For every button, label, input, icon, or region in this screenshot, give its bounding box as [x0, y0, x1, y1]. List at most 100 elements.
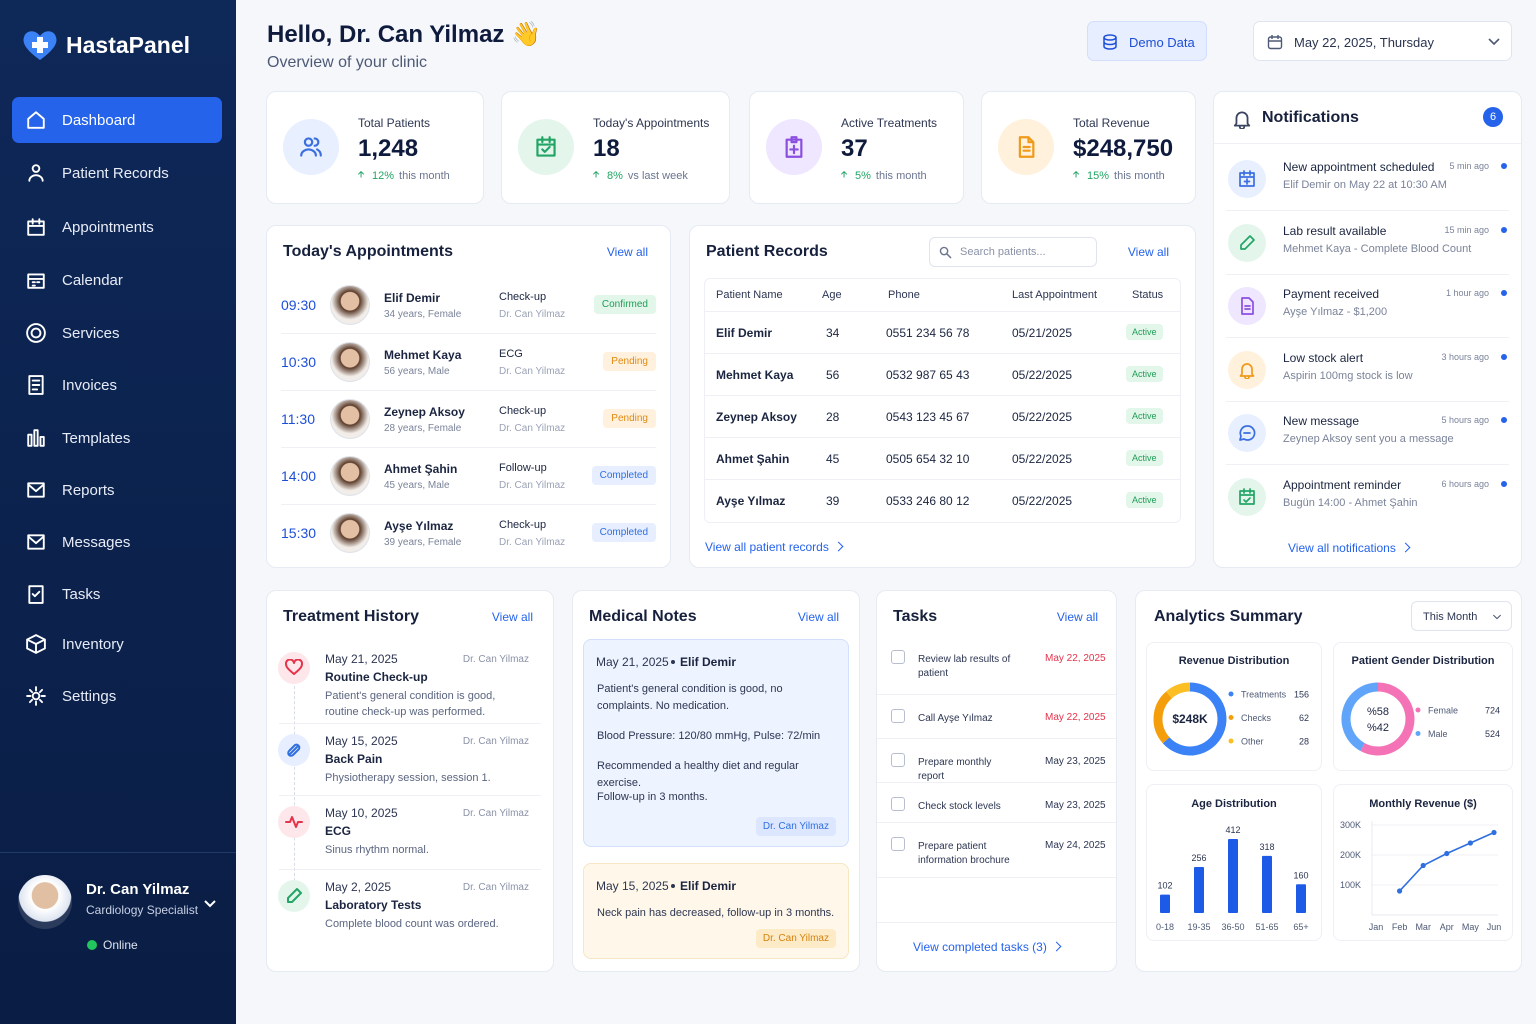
table-cell: 28: [826, 410, 840, 424]
appointment-time: 14:00: [281, 468, 317, 484]
card-title: Treatment History: [283, 608, 420, 625]
notification[interactable]: Low stock alert Aspirin 100mg stock is lo…: [1226, 339, 1509, 402]
note-patient: Elif Demir: [680, 879, 737, 893]
icon: [287, 743, 301, 757]
footer-link[interactable]: View completed tasks (3): [913, 940, 1060, 954]
appointment-row: 15:30 Ayşe Yılmaz 39 years, Female Check-up…: [281, 505, 656, 562]
demo-button[interactable]: Demo Data: [1087, 21, 1207, 61]
analytics-card: Analytics Summary This Month Revenue Distr…: [1135, 590, 1522, 972]
icon-shape: [28, 585, 44, 604]
icon-shape: [1241, 297, 1254, 315]
view-all[interactable]: View all: [1127, 245, 1169, 259]
bar: [1160, 894, 1170, 913]
icon: [27, 218, 45, 236]
checkbox[interactable]: [891, 797, 905, 811]
footer-link[interactable]: View all notifications: [1288, 541, 1409, 555]
task[interactable]: Check stock levels May 23, 2025: [877, 783, 1116, 823]
nav-item[interactable]: Patient Records: [12, 150, 222, 196]
task[interactable]: Call Ayşe Yılmaz May 22, 2025: [877, 695, 1116, 739]
notification[interactable]: New appointment scheduled Elif Demir on M…: [1226, 148, 1509, 211]
icon: [28, 164, 44, 182]
view-all[interactable]: View all: [1056, 610, 1098, 624]
notification-time: 3 hours ago: [1441, 351, 1489, 362]
divider: [279, 795, 541, 796]
task[interactable]: Prepare monthly report May 23, 2025: [877, 739, 1116, 783]
table-row: Mehmet Kaya 56 0532 987 65 43 05/22/2025 Act…: [705, 353, 1180, 395]
task-due: May 22, 2025: [1045, 653, 1106, 664]
divider: [279, 869, 541, 870]
appointment-type: Follow-up: [499, 462, 547, 474]
checkbox[interactable]: [891, 837, 905, 851]
status-badge: Pending: [603, 352, 656, 371]
icon-shape: [28, 164, 44, 182]
treatment-title: Back Pain: [325, 752, 383, 766]
notification[interactable]: Payment received Ayşe Yılmaz - $1,200 1 ho…: [1226, 275, 1509, 338]
icon: [300, 137, 322, 157]
view-all[interactable]: View all: [606, 245, 648, 259]
task-due: May 22, 2025: [1045, 712, 1106, 723]
icon-shape: [1018, 136, 1035, 158]
task[interactable]: Prepare patient information brochure May …: [877, 823, 1116, 878]
column-header: Patient Name: [716, 289, 783, 301]
bar-value-label: 412: [1225, 825, 1240, 835]
treatment-date: May 10, 2025: [325, 806, 398, 820]
chart: 102 0-18 256 19-35 412 36-50 318 51-65 160 65+: [1156, 825, 1309, 932]
doctor: Dr. Can Yilmaz: [499, 423, 566, 434]
task-due: May 23, 2025: [1045, 800, 1106, 811]
icon: [536, 136, 556, 157]
bar: [1228, 839, 1238, 913]
notification-icon: [1228, 350, 1266, 389]
appointment-type: Check-up: [499, 291, 547, 303]
icon: [27, 534, 45, 550]
nav-item[interactable]: Dashboard: [12, 97, 222, 143]
card-title: Analytics Summary: [1154, 608, 1303, 625]
notification[interactable]: New message Zeynep Aksoy sent you a messa…: [1226, 402, 1509, 465]
chart-title: Patient Gender Distribution: [1351, 655, 1495, 667]
period-select[interactable]: This Month: [1411, 601, 1512, 631]
notifications-card: Notifications 6 New appointment scheduled E…: [1213, 91, 1522, 568]
notification[interactable]: Lab result available Mehmet Kaya - Comple…: [1226, 212, 1509, 275]
change-period: this month: [399, 170, 450, 182]
card-title: Notifications: [1262, 109, 1359, 126]
x-tick-label: Jun: [1487, 922, 1502, 932]
table-cell: 05/21/2025: [1012, 326, 1073, 340]
change-value: 12%: [372, 170, 395, 182]
nav-item[interactable]: Services: [12, 310, 222, 356]
icon-shape: [1493, 614, 1501, 620]
notification-title: Appointment reminder: [1283, 477, 1402, 492]
view-all[interactable]: View all: [797, 610, 839, 624]
user-panel[interactable]: Dr. Can Yilmaz Cardiology Specialist Onl…: [0, 852, 236, 1024]
view-all[interactable]: View all: [491, 610, 533, 624]
nav-item[interactable]: Invoices: [12, 362, 222, 408]
treatment-icon: [278, 880, 310, 912]
date-select[interactable]: May 22, 2025, Thursday: [1253, 21, 1512, 61]
checkbox[interactable]: [891, 650, 905, 664]
nav-item[interactable]: Templates: [12, 415, 222, 461]
nav-item[interactable]: Appointments: [12, 204, 222, 250]
nav-item[interactable]: Messages: [12, 519, 222, 565]
nav-item[interactable]: Settings: [12, 673, 222, 719]
checkbox[interactable]: [891, 753, 905, 767]
appointment-time: 10:30: [281, 354, 317, 370]
note-line: Blood Pressure: 120/80 mmHg, Pulse: 72/m…: [597, 730, 821, 742]
status-badge: Active: [1126, 324, 1163, 340]
notification[interactable]: Appointment reminder Bugün 14:00 - Ahmet …: [1226, 466, 1509, 529]
nav-item[interactable]: Reports: [12, 467, 222, 513]
card-title: Tasks: [893, 608, 938, 625]
nav-item[interactable]: Tasks: [12, 571, 222, 617]
icon-shape: [285, 816, 303, 828]
user-status: Online: [103, 938, 138, 952]
task[interactable]: Review lab results of patient May 22, 202…: [877, 636, 1116, 695]
nav-item[interactable]: Calendar: [12, 257, 222, 303]
checkbox[interactable]: [891, 709, 905, 723]
footer-link[interactable]: View all patient records: [705, 540, 842, 554]
task-text: Call Ayşe Yılmaz: [918, 713, 993, 724]
search-box[interactable]: Search patients...: [929, 237, 1097, 267]
legend-label: Checks: [1241, 713, 1272, 723]
unread-dot: [1501, 480, 1507, 487]
table-cell: 0551 234 56 78: [886, 326, 970, 340]
nav-item[interactable]: Inventory: [12, 621, 222, 667]
appointment-type: Check-up: [499, 405, 547, 417]
treatment-description: Complete blood count was ordered.: [325, 918, 499, 930]
note: May 15, 2025 Elif Demir Neck pain has decr…: [583, 863, 849, 959]
